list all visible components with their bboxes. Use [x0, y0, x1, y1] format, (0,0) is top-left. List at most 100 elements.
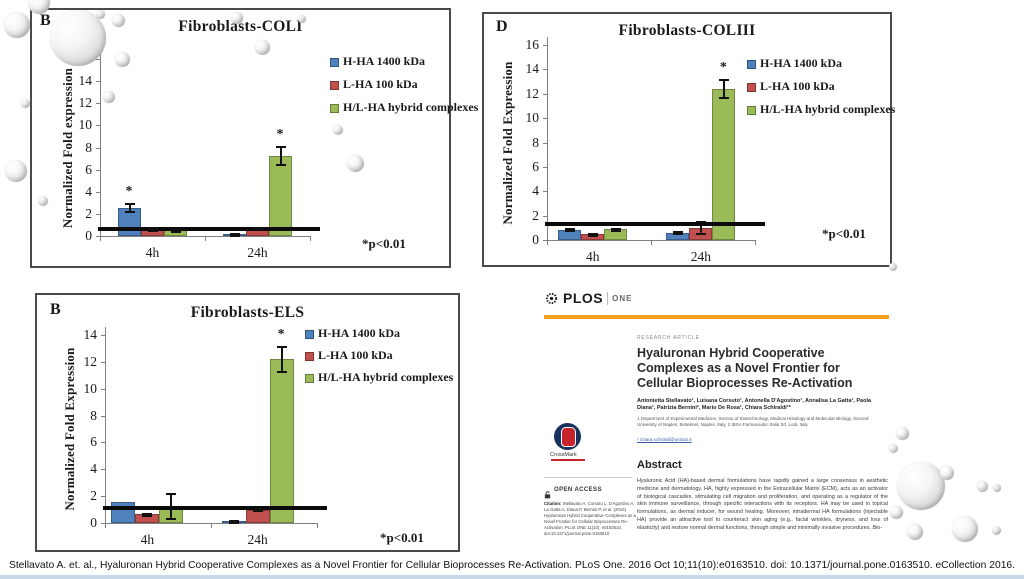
y-axis-tick	[543, 118, 547, 120]
significance-asterisk: *	[125, 184, 133, 200]
chart-fibroblasts-els: Fibroblasts-ELS B Normalized Fold Expressi…	[35, 293, 460, 552]
chart-title: Fibroblasts-ELS	[190, 304, 305, 321]
corresponding-author-email-link[interactable]: * chiara.schiraldi@unina2.it	[637, 437, 692, 442]
y-axis-tick-label: 0	[90, 515, 97, 530]
significance-note: *p<0.01	[822, 226, 866, 241]
y-axis-tick	[96, 169, 100, 171]
y-axis-tick	[101, 496, 105, 498]
article-authors: Antonietta Stellavato¹, Luisana Corsuto¹…	[637, 398, 872, 411]
y-axis-tick-label: 10	[525, 110, 540, 126]
legend-swatch	[305, 374, 314, 383]
bubble-decoration	[896, 427, 909, 440]
y-axis-tick	[543, 93, 547, 95]
chart-fibroblasts-coliii: Fibroblasts-COLIII D Normalized Fold Expre…	[482, 12, 896, 267]
article-sidebar: CrossMark OPEN ACCESS Citation: Stellava…	[544, 423, 636, 537]
crossmark-icon	[554, 423, 581, 450]
crossmark-label: CrossMark	[550, 452, 577, 458]
legend-label: H/L-HA hybrid complexes	[343, 100, 479, 114]
significance-note: *p<0.01	[380, 530, 424, 545]
figure-citation: Stellavato A. et. al., Hyaluronan Hybrid…	[0, 558, 1024, 577]
bubble-decoration	[940, 466, 954, 480]
article-type-label: RESEARCH ARTICLE	[637, 335, 700, 341]
significance-asterisk: *	[276, 127, 284, 143]
plos-logo: PLOS ONE	[544, 290, 632, 306]
error-bar	[695, 221, 706, 235]
bubble-decoration	[333, 125, 343, 135]
y-axis-tick-label: 0	[85, 228, 92, 243]
y-axis-tick	[96, 125, 100, 127]
y-axis-tick-label: 4	[90, 461, 97, 477]
bar-h-l-ha-hybrid-complexes	[269, 156, 292, 236]
y-axis-tick-label: 4	[85, 183, 92, 199]
x-category-label: 4h	[140, 532, 155, 547]
reference-line	[98, 226, 320, 231]
error-bar	[587, 232, 598, 237]
y-axis-tick	[96, 59, 100, 60]
error-bar	[252, 227, 263, 232]
open-access-row: OPEN ACCESS	[544, 486, 636, 499]
y-axis-tick-label: 14	[78, 73, 93, 89]
error-bar	[564, 228, 575, 233]
x-category-label: 24h	[690, 249, 712, 264]
bubble-decoration	[255, 40, 270, 55]
bubble-decoration	[907, 524, 923, 540]
header-rule	[544, 315, 889, 319]
y-axis-tick	[543, 45, 547, 46]
bubble-decoration	[50, 10, 106, 66]
y-axis-tick-label: 6	[532, 158, 539, 174]
y-axis-tick	[543, 142, 547, 144]
x-axis-tick	[755, 240, 756, 245]
legend-label: H-HA 1400 kDa	[318, 326, 401, 340]
y-axis-tick-label: 14	[83, 327, 98, 342]
y-axis-tick-label: 8	[90, 407, 97, 423]
error-bar	[147, 226, 158, 233]
bubble-decoration	[897, 462, 945, 510]
bar-h-l-ha-hybrid-complexes	[712, 88, 736, 240]
x-axis-tick	[651, 240, 652, 245]
article-main-column: RESEARCH ARTICLE Hyaluronan Hybrid Coope…	[637, 335, 888, 533]
bubble-decoration	[28, 0, 50, 14]
x-axis-tick	[105, 523, 106, 528]
citation-text: Stellavato A, Corsuto L, D'Agostino A, L…	[544, 501, 636, 536]
error-bar	[275, 146, 286, 167]
chart-title: Fibroblasts-COLI	[178, 18, 303, 35]
y-axis-tick	[96, 191, 100, 193]
bubble-decoration	[96, 10, 105, 19]
citation-label: Citation:	[544, 501, 562, 506]
y-axis-tick	[543, 215, 547, 217]
plos-gear-icon	[544, 291, 559, 306]
abstract-text: Hyaluronic Acid (HA)-based dermal formul…	[637, 478, 888, 531]
x-category-label: 4h	[145, 245, 160, 260]
x-axis-tick	[317, 523, 318, 528]
legend-label: H-HA 1400 kDa	[760, 56, 843, 70]
legend-swatch	[305, 330, 314, 339]
x-axis-tick	[205, 236, 206, 241]
bubble-decoration	[103, 91, 115, 103]
y-axis-tick-label: 8	[532, 134, 539, 150]
legend-label: L-HA 100 kDa	[343, 77, 418, 91]
legend-swatch	[330, 81, 339, 90]
legend-label: H-HA 1400 kDa	[343, 54, 426, 68]
y-axis-tick-label: 12	[83, 353, 98, 369]
y-axis-tick-label: 10	[83, 380, 98, 396]
legend-swatch	[747, 60, 756, 69]
y-axis-tick	[543, 166, 547, 168]
x-category-label: 24h	[247, 245, 268, 260]
legend-label: H/L-HA hybrid complexes	[760, 102, 896, 116]
error-bar	[252, 507, 263, 512]
error-bar	[142, 512, 153, 517]
y-axis-tick-label: 2	[90, 488, 97, 504]
legend-swatch	[747, 106, 756, 115]
y-axis-tick	[96, 147, 100, 149]
y-axis-tick	[101, 469, 105, 471]
panel-letter: B	[50, 301, 61, 318]
error-bar	[166, 493, 177, 521]
y-axis-tick	[543, 191, 547, 193]
y-axis	[105, 327, 106, 525]
bubble-decoration	[298, 15, 306, 23]
bubble-decoration	[115, 52, 130, 67]
bubble-decoration	[952, 516, 978, 542]
y-axis	[547, 37, 548, 242]
citation-block: Citation: Stellavato A, Corsuto L, D'Ago…	[544, 501, 636, 537]
legend-swatch	[305, 352, 314, 361]
